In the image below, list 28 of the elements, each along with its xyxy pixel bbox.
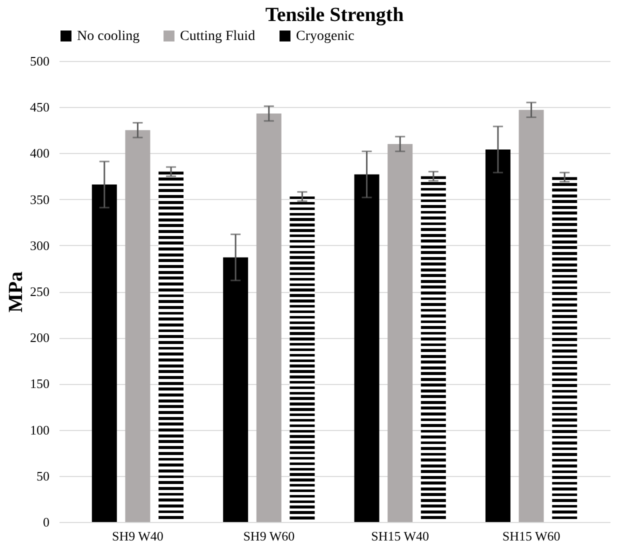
- y-tick-label: 400: [30, 146, 50, 161]
- y-tick-label: 250: [30, 284, 50, 299]
- x-tick-label: SH15 W60: [502, 528, 560, 544]
- y-tick-label: 50: [36, 468, 50, 484]
- x-tick-label: SH15 W40: [371, 528, 430, 544]
- y-tick-label: 350: [30, 192, 50, 207]
- x-tick-label: SH9 W60: [243, 528, 295, 544]
- y-tick-label: 300: [30, 238, 50, 253]
- bar: [485, 150, 510, 522]
- bar: [388, 144, 413, 522]
- y-tick-label: 200: [30, 330, 50, 346]
- y-tick-label: 150: [30, 376, 50, 392]
- legend-label: No cooling: [77, 29, 140, 44]
- x-tick-label: SH9 W40: [112, 528, 164, 544]
- y-tick-label: 0: [43, 514, 50, 530]
- bar: [518, 110, 544, 522]
- y-tick-label: 500: [30, 54, 50, 68]
- y-tick-label: 100: [30, 422, 50, 438]
- bar: [256, 114, 282, 522]
- bar: [354, 174, 380, 522]
- bar: [223, 257, 248, 522]
- legend-label: Cryogenic: [296, 29, 354, 44]
- legend-label: Cutting Fluid: [180, 29, 256, 44]
- bar: [92, 184, 117, 522]
- y-axis-title: MPa: [5, 271, 27, 313]
- bar: [125, 130, 150, 522]
- chart-title: Tensile Strength: [265, 4, 404, 26]
- y-tick-label: 450: [30, 100, 50, 115]
